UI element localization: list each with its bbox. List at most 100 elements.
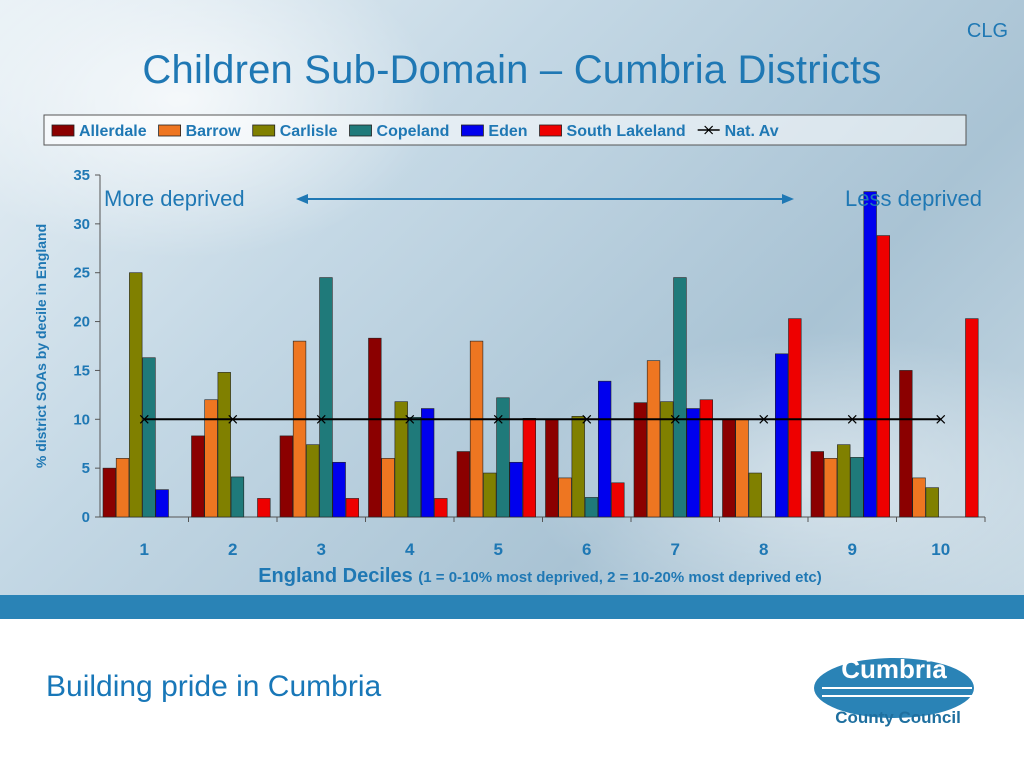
bar-south-lakeland — [876, 235, 890, 518]
bar-barrow — [912, 477, 926, 518]
bar-carlisle — [571, 416, 585, 518]
legend-marker-icon — [704, 125, 714, 135]
bar-allerdale — [899, 370, 913, 518]
bar-carlisle — [483, 472, 497, 518]
bar-copeland — [142, 357, 156, 518]
x-tick-label: 10 — [931, 540, 950, 559]
legend-label: Nat. Av — [725, 123, 779, 140]
x-axis-title-note: (1 = 0-10% most deprived, 2 = 10-20% mos… — [418, 569, 822, 586]
bar-eden — [597, 380, 612, 518]
legend-swatch — [539, 124, 562, 137]
chart-annotations: More deprived Less deprived — [104, 186, 982, 211]
chart-national-average-line — [139, 414, 946, 424]
legend-label: South Lakeland — [567, 123, 686, 140]
national-average-point — [759, 414, 769, 424]
footer-tagline: Building pride in Cumbria — [46, 670, 382, 703]
y-tick-label: 20 — [73, 314, 90, 331]
x-tick-label: 2 — [228, 540, 237, 559]
national-average-point — [139, 414, 149, 424]
x-tick-label: 7 — [671, 540, 680, 559]
legend-label: Copeland — [377, 123, 450, 140]
bar-copeland — [319, 277, 333, 518]
national-average-point — [228, 414, 238, 424]
bar-barrow — [646, 360, 661, 518]
y-tick-label: 35 — [73, 167, 90, 184]
chart-axes: 0 5 10 15 20 25 30 35 1 2 3 4 5 6 7 8 9 10 % district SOAs… — [33, 167, 986, 587]
legend-label: Eden — [488, 123, 527, 140]
bar-carlisle — [837, 444, 851, 518]
bar-allerdale — [545, 418, 559, 518]
x-axis-title: England Deciles (1 = 0-10% most deprived… — [258, 565, 822, 587]
national-average-point — [936, 414, 946, 424]
logo-wordmark: Cumbria — [841, 654, 947, 684]
bar-allerdale — [191, 435, 205, 518]
annotation-more-deprived: More deprived — [104, 186, 245, 211]
footer-band — [0, 595, 1024, 619]
bar-south-lakeland — [522, 418, 536, 518]
national-average-point — [582, 414, 592, 424]
bar-barrow — [381, 458, 395, 518]
bar-barrow — [292, 340, 307, 518]
x-tick-label: 5 — [494, 540, 503, 559]
logo-stripe — [822, 687, 972, 689]
chart-bars — [102, 191, 979, 518]
legend-label: Allerdale — [79, 123, 147, 140]
legend-label: Carlisle — [280, 123, 338, 140]
bar-south-lakeland — [611, 482, 625, 518]
legend-box — [43, 114, 967, 146]
bar-south-lakeland — [788, 318, 802, 518]
x-tick-label: 6 — [582, 540, 591, 559]
bar-barrow — [115, 458, 130, 518]
bar-copeland — [496, 397, 510, 518]
bar-carlisle — [925, 487, 939, 518]
bar-barrow — [823, 458, 838, 518]
logo-subtitle: County Council — [835, 708, 961, 727]
bar-barrow — [558, 477, 572, 518]
y-tick-label: 15 — [73, 362, 90, 379]
national-average-point — [316, 414, 326, 424]
chart-legend: Allerdale Barrow Carlisle Copeland Eden South… — [43, 114, 967, 146]
y-tick-label: 25 — [73, 265, 90, 282]
bar-copeland — [673, 277, 687, 518]
slide-title: Children Sub-Domain – Cumbria Districts — [142, 48, 882, 92]
bar-eden — [863, 191, 877, 518]
legend-swatch — [252, 124, 276, 137]
bar-carlisle — [660, 401, 674, 518]
y-axis-title: % district SOAs by decile in England — [33, 224, 49, 468]
bar-allerdale — [279, 435, 293, 518]
legend-swatch — [51, 124, 75, 137]
y-tick-label: 0 — [82, 509, 90, 526]
y-tick-label: 30 — [73, 216, 90, 233]
bar-barrow — [469, 340, 484, 518]
bar-barrow — [204, 399, 218, 518]
national-average-point — [847, 414, 857, 424]
bar-allerdale — [722, 418, 736, 518]
legend-swatch — [461, 124, 484, 137]
legend-label: Barrow — [186, 123, 242, 140]
bar-allerdale — [368, 337, 382, 518]
legend-swatch — [158, 124, 181, 137]
legend-swatch — [349, 124, 372, 137]
x-tick-label: 3 — [317, 540, 326, 559]
x-tick-label: 8 — [759, 540, 768, 559]
cumbria-logo: Cumbria County Council — [814, 654, 974, 727]
bar-carlisle — [217, 372, 231, 518]
x-tick-label: 1 — [140, 540, 149, 559]
bar-allerdale — [456, 451, 470, 518]
bar-south-lakeland — [257, 498, 271, 518]
arrow-left-icon — [296, 194, 308, 204]
y-tick-label: 10 — [73, 411, 90, 428]
y-tick-label: 5 — [82, 460, 90, 477]
bar-carlisle — [748, 472, 762, 518]
x-tick-label: 9 — [848, 540, 857, 559]
national-average-point — [670, 414, 680, 424]
arrow-right-icon — [782, 194, 794, 204]
bar-copeland — [407, 417, 422, 518]
bar-south-lakeland — [965, 318, 979, 518]
bar-eden — [774, 353, 789, 518]
logo-stripe — [822, 695, 972, 697]
annotation-less-deprived: Less deprived — [845, 186, 982, 211]
bar-south-lakeland — [345, 498, 359, 518]
bar-copeland — [230, 476, 245, 518]
bar-carlisle — [129, 272, 143, 518]
